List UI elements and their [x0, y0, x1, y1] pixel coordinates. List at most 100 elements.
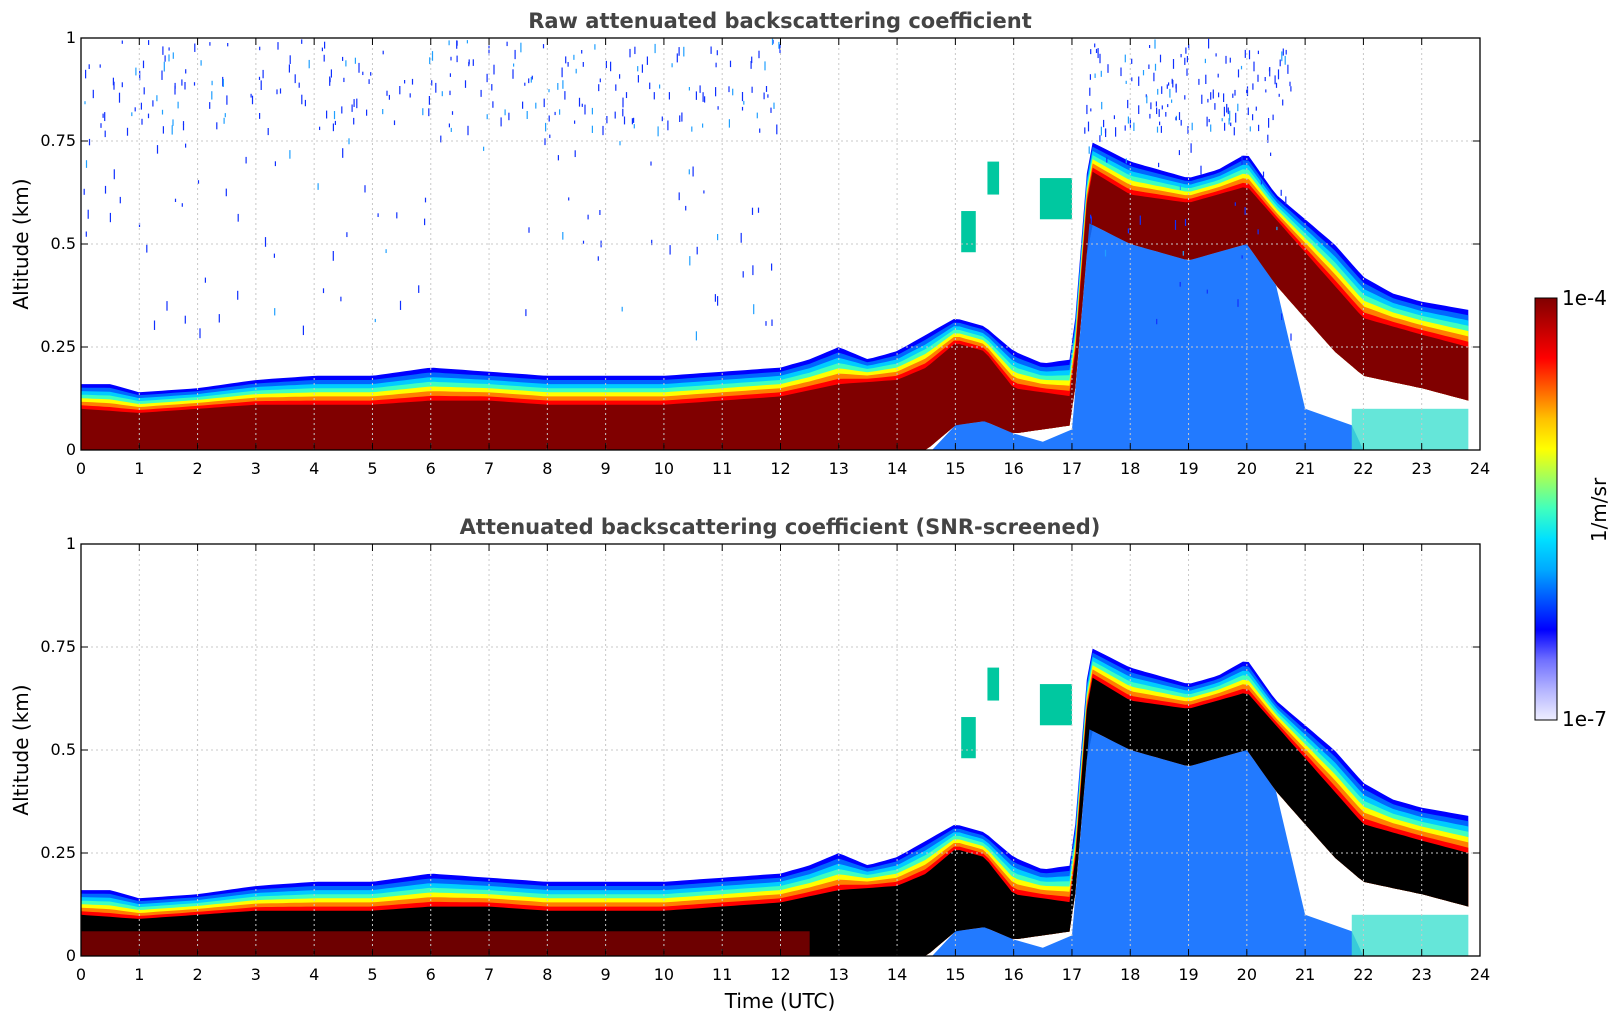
noise-speck: [404, 80, 406, 84]
noise-speck: [448, 40, 450, 46]
sub-cloud-region: [932, 223, 1364, 450]
noise-speck: [629, 48, 631, 58]
noise-speck: [1206, 289, 1208, 294]
noise-speck: [1206, 116, 1208, 127]
noise-speck: [591, 107, 593, 115]
noise-speck: [1229, 110, 1231, 121]
noise-speck: [362, 71, 364, 76]
noise-speck: [1171, 99, 1173, 103]
noise-speck: [715, 87, 717, 97]
noise-speck: [332, 123, 334, 132]
x-ticks-screened: 0 1 2 3 4 5 6 7 8 9 10 11 12 13 14 15 16 17 18 19 20 21 22 23 24: [76, 544, 1490, 984]
noise-speck: [1244, 207, 1246, 215]
noise-speck: [1290, 86, 1292, 92]
x-tick-label: 22: [1353, 965, 1373, 984]
noise-speck: [1248, 50, 1251, 60]
noise-speck: [578, 97, 581, 107]
chart-title-screened: Attenuated backscattering coefficient (S…: [460, 515, 1101, 539]
noise-speck: [172, 119, 174, 126]
noise-speck: [174, 85, 176, 95]
y-ticks-screened: 0 0.25 0.5 0.75 1: [40, 534, 1480, 965]
noise-speck: [554, 111, 556, 116]
x-tick-label: 23: [1412, 459, 1432, 478]
noise-speck: [1268, 118, 1270, 128]
near-ground-layer: [81, 931, 810, 956]
colorbar-min-label: 1e-7: [1562, 707, 1607, 731]
x-tick-label: 23: [1412, 965, 1432, 984]
noise-speck: [1282, 99, 1284, 106]
noise-speck: [1270, 152, 1272, 156]
noise-speck: [1094, 73, 1096, 78]
noise-speck: [1228, 118, 1230, 125]
noise-speck: [1267, 134, 1269, 143]
noise-speck: [651, 239, 653, 246]
noise-speck: [1217, 73, 1219, 78]
noise-speck: [1246, 86, 1249, 97]
noise-speck: [161, 70, 163, 80]
noise-speck: [317, 183, 319, 190]
noise-speck: [751, 56, 753, 64]
noise-speck: [262, 69, 264, 79]
noise-speck: [273, 253, 275, 258]
colorbar-unit-label: 1/m/sr: [1587, 477, 1611, 542]
noise-speck: [531, 75, 533, 80]
y-tick-label: 0.75: [40, 637, 76, 656]
noise-speck: [1153, 72, 1155, 82]
noise-speck: [1225, 55, 1227, 64]
noise-speck: [522, 101, 524, 109]
noise-speck: [181, 79, 183, 86]
noise-speck: [1106, 157, 1108, 163]
noise-speck: [1290, 333, 1292, 341]
noise-speck: [753, 304, 755, 315]
y-tick-label: 0.25: [40, 843, 76, 862]
noise-speck: [598, 84, 600, 92]
x-tick-label: 20: [1237, 965, 1257, 984]
noise-speck: [646, 56, 648, 65]
noise-speck: [1178, 112, 1181, 121]
noise-speck: [211, 91, 213, 100]
noise-speck: [1088, 146, 1090, 154]
noise-speck: [450, 56, 452, 61]
noise-speck: [1252, 83, 1254, 90]
noise-speck: [209, 42, 211, 46]
noise-speck: [161, 109, 164, 115]
noise-speck: [717, 106, 719, 110]
noise-speck: [342, 148, 344, 158]
noise-speck: [448, 123, 450, 128]
noise-speck: [100, 123, 102, 128]
noise-speck: [1214, 103, 1216, 110]
x-tick-label: 19: [1178, 965, 1198, 984]
noise-speck: [185, 143, 187, 148]
noise-speck: [1272, 114, 1274, 121]
noise-speck: [200, 60, 202, 66]
noise-speck: [113, 81, 115, 90]
noise-speck: [732, 88, 734, 96]
cloud-patch: [987, 667, 1000, 701]
noise-speck: [1244, 49, 1246, 58]
noise-speck: [422, 108, 424, 116]
noise-speck: [623, 116, 626, 125]
x-tick-label: 8: [542, 965, 552, 984]
noise-speck: [431, 80, 433, 86]
noise-speck: [506, 41, 508, 47]
noise-speck: [428, 108, 430, 117]
noise-speck: [696, 246, 698, 255]
noise-speck: [1281, 313, 1283, 321]
noise-speck: [435, 82, 437, 93]
noise-speck: [584, 104, 586, 115]
x-tick-label: 15: [945, 459, 965, 478]
noise-speck: [1282, 48, 1284, 56]
noise-speck: [440, 135, 442, 143]
noise-speck: [544, 138, 546, 146]
noise-speck: [88, 138, 91, 146]
noise-speck: [83, 188, 85, 195]
noise-speck: [85, 69, 87, 79]
noise-speck: [1146, 95, 1148, 104]
x-tick-label: 6: [426, 459, 436, 478]
x-tick-label: 16: [1003, 965, 1023, 984]
noise-speck: [695, 331, 697, 341]
noise-speck: [429, 57, 431, 65]
noise-speck: [599, 78, 601, 83]
noise-speck: [1237, 69, 1240, 78]
noise-speck: [113, 169, 115, 180]
